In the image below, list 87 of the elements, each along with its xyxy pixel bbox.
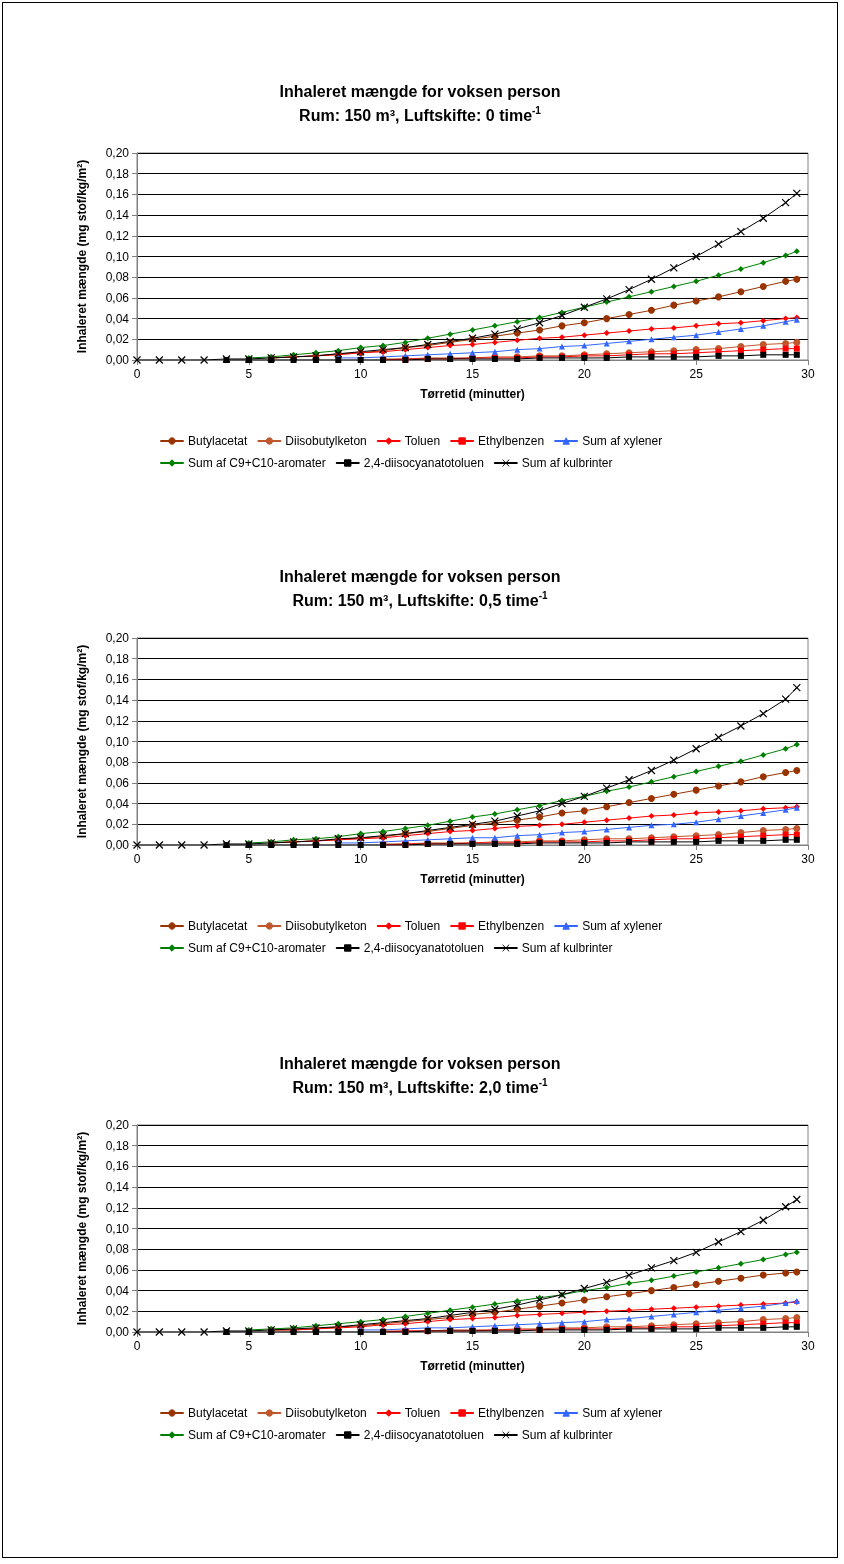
x-tick-label: 30 (801, 852, 815, 866)
x-axis-title: Tørretid (minutter) (420, 1359, 525, 1373)
y-tick-label: 0,10 (105, 249, 130, 264)
x-tick-label: 0 (133, 852, 141, 866)
y-tick-label: 0,06 (105, 775, 130, 790)
legend-label: 2,4-diisocyanatotoluen (363, 941, 484, 955)
legend-label: Diisobutylketon (285, 1406, 367, 1420)
y-tick-label: 0,02 (105, 332, 130, 347)
x-tick-label: 10 (353, 1339, 368, 1353)
legend-label: Sum af C9+C10-aromater (188, 1428, 326, 1442)
x-tick-label: 30 (801, 1339, 815, 1353)
y-tick-label: 0,00 (105, 1325, 130, 1339)
y-axis-title: Inhaleret mængde (mg stof/kg/m²) (74, 159, 89, 354)
y-tick-label: 0,04 (105, 796, 130, 811)
y-tick-label: 0,02 (105, 1304, 130, 1319)
x-tick-label: 5 (245, 852, 253, 866)
legend-label: Sum af xylener (582, 434, 663, 448)
y-tick-label: 0,04 (105, 311, 130, 326)
legend-label: Toluen (404, 434, 441, 448)
legend-label: Ethylbenzen (478, 434, 545, 448)
legend-label: Toluen (404, 919, 441, 933)
x-tick-label: 15 (465, 852, 480, 866)
x-tick-label: 0 (133, 367, 141, 381)
x-tick-label: 30 (801, 367, 815, 381)
y-tick-label: 0,08 (105, 1242, 130, 1257)
y-tick-label: 0,16 (105, 187, 130, 202)
legend-label: Sum af kulbrinter (521, 1428, 613, 1442)
y-tick-label: 0,08 (105, 755, 130, 770)
y-tick-label: 0,02 (105, 817, 130, 832)
y-tick-label: 0,18 (105, 651, 130, 666)
legend-label: Sum af kulbrinter (521, 941, 613, 955)
legend-label: Toluen (404, 1406, 441, 1420)
legend-label: Ethylbenzen (478, 1406, 545, 1420)
y-tick-label: 0,12 (105, 228, 130, 243)
y-axis-title: Inhaleret mængde (mg stof/kg/m²) (74, 644, 89, 839)
x-tick-label: 0 (133, 1339, 141, 1353)
x-tick-label: 15 (465, 367, 480, 381)
y-tick-label: 0,00 (105, 838, 130, 852)
y-tick-label: 0,10 (105, 1221, 130, 1236)
x-tick-label: 20 (577, 1339, 592, 1353)
chart-title: Inhaleret mængde for voksen person (279, 82, 561, 100)
y-tick-label: 0,14 (105, 1180, 130, 1195)
chart-title: Inhaleret mængde for voksen person (279, 1054, 561, 1072)
legend-label: Diisobutylketon (285, 919, 367, 933)
y-tick-label: 0,20 (105, 1118, 130, 1132)
y-tick-label: 0,00 (105, 353, 130, 367)
y-tick-label: 0,06 (105, 1262, 130, 1277)
x-tick-label: 20 (577, 852, 592, 866)
y-tick-label: 0,10 (105, 734, 130, 749)
legend-label: 2,4-diisocyanatotoluen (363, 1428, 484, 1442)
legend-label: Sum af xylener (582, 919, 663, 933)
x-axis-title: Tørretid (minutter) (420, 872, 525, 886)
y-tick-label: 0,18 (105, 1138, 130, 1153)
y-tick-label: 0,16 (105, 672, 130, 687)
y-tick-label: 0,12 (105, 713, 130, 728)
legend-label: Sum af C9+C10-aromater (188, 456, 326, 470)
x-tick-label: 20 (577, 367, 592, 381)
legend-label: Butylacetat (188, 919, 249, 933)
y-tick-label: 0,06 (105, 290, 130, 305)
x-tick-label: 25 (689, 852, 704, 866)
x-tick-label: 25 (689, 1339, 704, 1353)
y-tick-label: 0,20 (105, 146, 130, 160)
y-tick-label: 0,12 (105, 1200, 130, 1215)
y-tick-label: 0,20 (105, 631, 130, 645)
legend-label: Diisobutylketon (285, 434, 367, 448)
x-tick-label: 5 (245, 1339, 253, 1353)
y-tick-label: 0,18 (105, 166, 130, 181)
x-axis-title: Tørretid (minutter) (420, 387, 525, 401)
y-tick-label: 0,14 (105, 693, 130, 708)
x-tick-label: 10 (353, 367, 368, 381)
legend-label: Sum af xylener (582, 1406, 663, 1420)
x-tick-label: 10 (353, 852, 368, 866)
legend-label: Sum af C9+C10-aromater (188, 941, 326, 955)
y-tick-label: 0,04 (105, 1283, 130, 1298)
y-tick-label: 0,08 (105, 270, 130, 285)
x-tick-label: 5 (245, 367, 253, 381)
x-tick-label: 15 (465, 1339, 480, 1353)
x-tick-label: 25 (689, 367, 704, 381)
legend-label: Butylacetat (188, 1406, 249, 1420)
legend-label: Sum af kulbrinter (521, 456, 613, 470)
y-tick-label: 0,16 (105, 1159, 130, 1174)
legend-label: 2,4-diisocyanatotoluen (363, 456, 484, 470)
legend-label: Butylacetat (188, 434, 249, 448)
chart-title: Inhaleret mængde for voksen person (279, 567, 561, 585)
legend-label: Ethylbenzen (478, 919, 545, 933)
y-tick-label: 0,14 (105, 208, 130, 223)
y-axis-title: Inhaleret mængde (mg stof/kg/m²) (74, 1131, 89, 1326)
